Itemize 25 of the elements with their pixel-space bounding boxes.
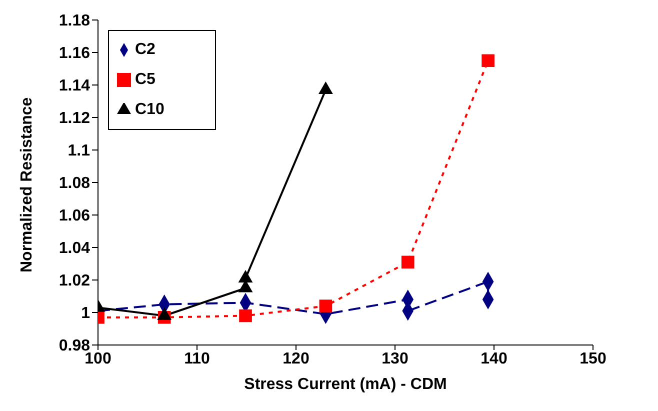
point xyxy=(482,54,494,68)
x-tick-label: 110 xyxy=(184,350,210,368)
y-tick-label: 1.16 xyxy=(58,45,90,62)
x-tick-label: 100 xyxy=(84,350,112,368)
y-tick-label: 1.08 xyxy=(58,175,90,192)
point xyxy=(401,256,414,269)
legend-label: C10 xyxy=(135,101,164,118)
y-tick-label: 1 xyxy=(81,305,90,322)
x-tick-label: 140 xyxy=(480,350,508,368)
y-tick-label: 1.02 xyxy=(58,272,90,290)
y-axis-title: Normalized Resistance xyxy=(18,97,36,272)
x-axis-title: Stress Current (mA) - CDM xyxy=(244,376,447,393)
legend-label: C5 xyxy=(135,71,156,88)
y-tick-label: 1.1 xyxy=(68,142,90,160)
y-tick-label: 1.06 xyxy=(58,208,90,225)
x-tick-label: 130 xyxy=(382,350,408,368)
y-tick-label: 1.14 xyxy=(58,78,90,95)
x-tick-label: 120 xyxy=(282,350,310,368)
y-tick-label: 1.18 xyxy=(58,12,90,30)
y-tick-label: 1.12 xyxy=(58,110,90,128)
y-tick-label: 1.04 xyxy=(58,240,90,258)
point xyxy=(239,309,252,322)
legend-label: C2 xyxy=(135,41,156,58)
point xyxy=(319,300,332,312)
x-tick-label: 150 xyxy=(580,350,606,368)
